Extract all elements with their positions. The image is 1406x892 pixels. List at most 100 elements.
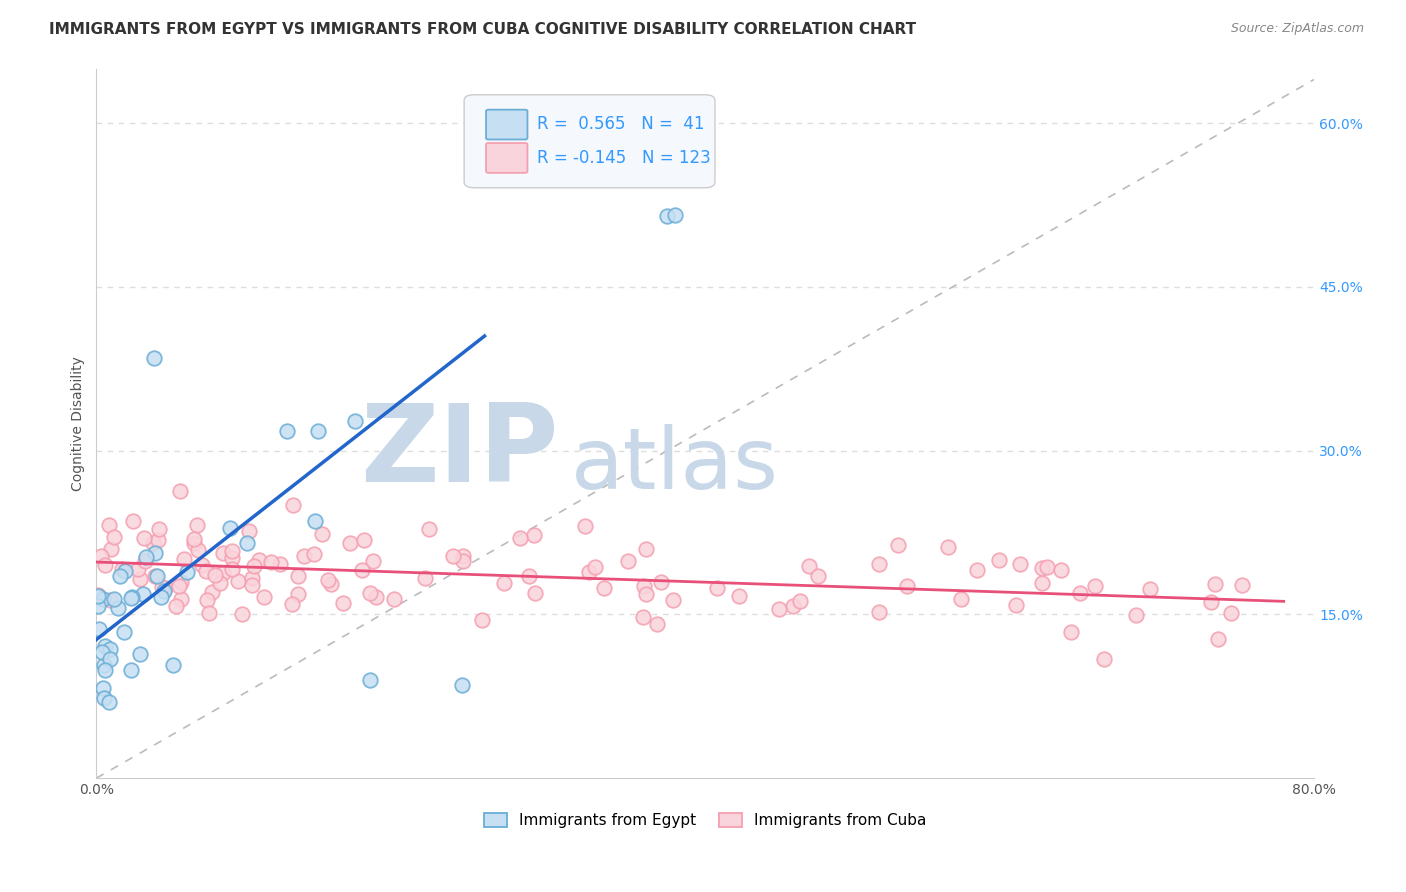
Point: [98, 695, 121, 709]
Point: [896, 579, 918, 593]
Point: [1219, 606, 1241, 620]
Point: [195, 564, 218, 578]
Point: [87, 588, 110, 602]
Point: [236, 535, 259, 549]
Point: [195, 593, 218, 607]
Point: [332, 596, 354, 610]
Point: [886, 538, 908, 552]
Point: [167, 579, 190, 593]
Point: [218, 521, 240, 535]
FancyBboxPatch shape: [486, 110, 527, 139]
Point: [103, 592, 125, 607]
Point: [91, 681, 114, 695]
Point: [134, 532, 156, 546]
Point: [242, 558, 264, 573]
Point: [797, 558, 820, 573]
Point: [318, 573, 340, 587]
Point: [143, 351, 166, 365]
Point: [281, 499, 304, 513]
Point: [132, 587, 155, 601]
Point: [1005, 598, 1028, 612]
Point: [441, 549, 464, 564]
Point: [1031, 561, 1053, 575]
Point: [782, 599, 804, 614]
Text: R =  0.565   N =  41: R = 0.565 N = 41: [537, 115, 704, 133]
Point: [364, 590, 387, 604]
Point: [240, 571, 263, 585]
Point: [183, 532, 205, 546]
Point: [212, 546, 235, 560]
Point: [150, 580, 173, 594]
Point: [97, 518, 120, 533]
Point: [645, 617, 668, 632]
Point: [451, 554, 474, 568]
Point: [94, 558, 117, 572]
Point: [664, 209, 686, 223]
Y-axis label: Cognitive Disability: Cognitive Disability: [72, 356, 86, 491]
Point: [281, 597, 304, 611]
Point: [240, 578, 263, 592]
Point: [633, 610, 655, 624]
Point: [1204, 576, 1226, 591]
Point: [221, 551, 243, 566]
Point: [1092, 652, 1115, 666]
Point: [100, 542, 122, 557]
Point: [657, 209, 679, 223]
Point: [633, 579, 655, 593]
Point: [966, 563, 988, 577]
Point: [949, 592, 972, 607]
Point: [87, 599, 110, 614]
Point: [1069, 586, 1091, 600]
Text: IMMIGRANTS FROM EGYPT VS IMMIGRANTS FROM CUBA COGNITIVE DISABILITY CORRELATION C: IMMIGRANTS FROM EGYPT VS IMMIGRANTS FROM…: [49, 22, 917, 37]
Point: [253, 590, 276, 604]
Point: [149, 591, 172, 605]
Point: [636, 587, 658, 601]
Point: [87, 622, 110, 636]
Point: [162, 658, 184, 673]
Point: [190, 558, 212, 572]
Point: [103, 530, 125, 544]
Point: [112, 624, 135, 639]
Point: [108, 569, 131, 583]
Point: [1060, 624, 1083, 639]
Point: [768, 602, 790, 616]
Point: [868, 606, 890, 620]
Point: [204, 567, 226, 582]
Point: [90, 549, 112, 563]
Point: [382, 591, 405, 606]
Point: [352, 563, 374, 577]
Point: [98, 652, 121, 666]
Point: [1031, 575, 1053, 590]
Point: [1036, 560, 1059, 574]
Point: [578, 565, 600, 579]
Point: [111, 562, 134, 576]
Point: [93, 657, 115, 672]
Point: [359, 673, 381, 687]
Point: [165, 599, 187, 613]
Point: [650, 575, 672, 590]
Point: [517, 569, 540, 583]
Point: [1208, 632, 1230, 646]
Point: [186, 518, 208, 533]
Point: [451, 549, 474, 563]
Point: [988, 553, 1011, 567]
Point: [509, 531, 531, 545]
Point: [94, 639, 117, 653]
Point: [494, 576, 516, 591]
Point: [93, 691, 115, 706]
Point: [200, 585, 222, 599]
Point: [176, 565, 198, 579]
Point: [94, 663, 117, 677]
Point: [121, 591, 143, 605]
Point: [524, 586, 547, 600]
Point: [523, 527, 546, 541]
Text: R = -0.145   N = 123: R = -0.145 N = 123: [537, 149, 711, 167]
Point: [321, 577, 343, 591]
Point: [87, 589, 110, 603]
Point: [153, 581, 176, 595]
Point: [221, 543, 243, 558]
Point: [413, 571, 436, 585]
Point: [361, 554, 384, 568]
Point: [636, 542, 658, 557]
Point: [143, 546, 166, 560]
